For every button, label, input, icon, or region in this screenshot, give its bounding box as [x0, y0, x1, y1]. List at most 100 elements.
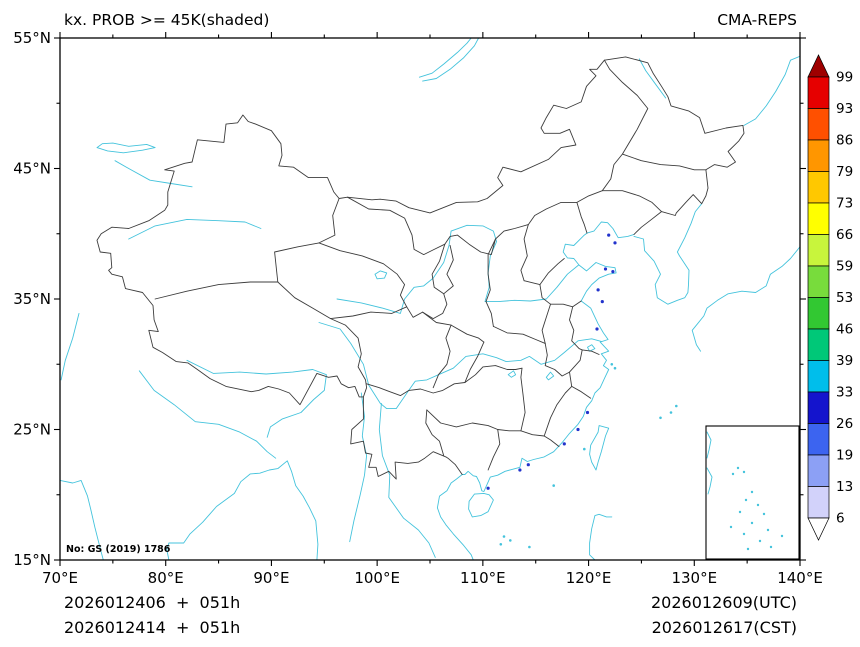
province-border-line	[426, 409, 560, 447]
colorbar-tick-label: 86	[836, 133, 853, 149]
colorbar-segment	[807, 139, 830, 172]
province-border-line	[601, 190, 662, 213]
x-axis-tick-label: 140°E	[777, 569, 823, 587]
init-time-utc-label: 2026012406 + 051h	[64, 593, 240, 612]
colorbar-segment	[807, 328, 830, 361]
colorbar-tick-label: 99	[836, 70, 853, 86]
colorbar-arrow-bottom	[807, 517, 830, 541]
probability-speck	[611, 270, 615, 274]
x-axis-tick-label: 100°E	[354, 569, 400, 587]
colorbar-segment	[807, 171, 830, 204]
province-borders-layer	[96, 56, 745, 490]
province-border-line	[550, 300, 582, 308]
province-border-line	[492, 325, 546, 344]
probability-speck	[595, 327, 599, 331]
coast-river-line	[589, 513, 613, 560]
x-axis-tick-label: 120°E	[566, 569, 612, 587]
inset-island-dot	[750, 521, 754, 525]
colorbar-segment	[807, 202, 830, 235]
province-border-line	[539, 258, 565, 286]
inset-coast-line	[706, 431, 712, 459]
y-axis-tick-label: 15°N	[13, 551, 51, 569]
inset-island-dot	[738, 510, 742, 514]
x-axis-tick-label: 90°E	[253, 569, 289, 587]
colorbar-tick-label: 59	[836, 259, 853, 275]
province-border-line	[576, 201, 588, 234]
inset-island-dot	[750, 490, 754, 494]
colorbar-tick-label: 6	[836, 511, 845, 527]
province-border-line	[487, 429, 501, 471]
colorbar-arrow-top	[807, 54, 830, 78]
island-dot	[502, 535, 506, 538]
province-border-line	[569, 306, 583, 351]
inset-island-dot	[766, 528, 770, 532]
figure-title: kx. PROB >= 45K(shaded)	[64, 11, 269, 29]
inset-frame	[705, 425, 800, 560]
y-axis-tick-label: 35°N	[13, 290, 51, 308]
y-axis-tick-label: 55°N	[13, 29, 51, 47]
coast-river-line	[589, 425, 610, 471]
model-name-label: CMA-REPS	[717, 11, 797, 29]
colorbar-segment	[807, 423, 830, 456]
coast-river-line	[138, 370, 277, 459]
island-dot	[610, 363, 614, 366]
coast-river-line	[468, 492, 494, 518]
coast-river-line	[378, 402, 436, 558]
province-border-line	[425, 409, 445, 457]
valid-time-utc-label: 2026012609(UTC)	[651, 593, 797, 612]
init-time-cst-label: 2026012414 + 051h	[64, 618, 240, 637]
province-border-line	[464, 365, 523, 383]
coast-river-line	[691, 246, 800, 352]
colorbar-tick-label: 33	[836, 385, 853, 401]
y-axis-tick-label: 45°N	[13, 160, 51, 178]
province-border-line	[422, 311, 485, 343]
island-dot	[659, 416, 662, 420]
province-border-line	[464, 341, 485, 383]
colorbar-segment	[807, 265, 830, 298]
province-border-line	[347, 59, 649, 256]
province-border-line	[539, 284, 551, 305]
probability-speck	[585, 410, 590, 415]
coast-river-line	[114, 160, 193, 188]
island-dot	[552, 484, 555, 487]
island-dot	[528, 545, 531, 549]
probability-speck	[486, 486, 490, 490]
probability-speck	[596, 288, 600, 292]
inset-island-dot	[731, 472, 735, 476]
probability-speck	[576, 427, 580, 432]
inset-island-dot	[762, 512, 766, 516]
colorbar-segment	[807, 108, 830, 141]
inset-island-dot	[742, 532, 746, 536]
colorbar-tick-label: 66	[836, 227, 853, 243]
province-border-line	[544, 342, 570, 377]
colorbar-segment	[807, 76, 830, 109]
x-axis-tick-label: 110°E	[460, 569, 506, 587]
colorbar: 99 93 86 79 73 66 59 53 46 39 33 26 19 13 6	[807, 54, 853, 541]
colorbar-segment	[807, 454, 830, 487]
coast-river-line	[318, 322, 602, 410]
colorbar-segment	[807, 234, 830, 267]
province-border-line	[485, 301, 494, 327]
map-approval-note: No: GS (2019) 1786	[66, 544, 171, 555]
province-border-line	[432, 324, 452, 389]
province-border-line	[154, 198, 340, 300]
coast-river-line	[633, 203, 703, 305]
axes-layer: 70°E 80°E 90°E 100°E 110°E 120°E 130°E 140°E 55°…	[13, 29, 823, 587]
coastlines-rivers-layer	[60, 38, 800, 560]
province-border-line	[318, 242, 408, 320]
coast-river-line	[418, 38, 472, 78]
coast-river-line	[96, 142, 156, 154]
coast-river-line	[638, 58, 667, 99]
coast-river-line	[507, 370, 517, 378]
province-border-line	[541, 303, 551, 344]
inset-island-dot	[742, 470, 746, 474]
island-dot	[583, 447, 586, 451]
inset-island-dot	[780, 534, 784, 538]
province-border-line	[366, 382, 466, 397]
probability-speck	[603, 267, 608, 271]
island-dot	[675, 404, 678, 408]
inset-island-dot	[769, 545, 773, 549]
coast-river-line	[587, 344, 596, 352]
